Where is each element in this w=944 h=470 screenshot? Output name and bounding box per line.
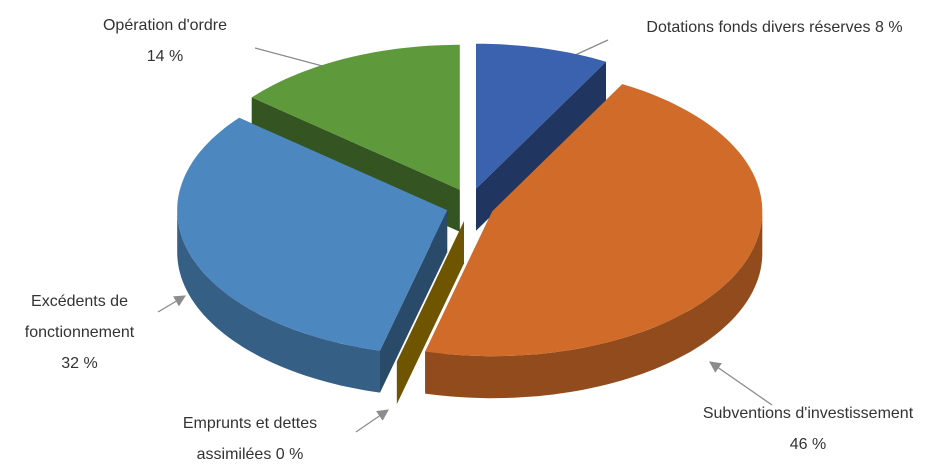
- slice-side: [177, 210, 380, 393]
- value-label: 46 %: [789, 436, 827, 453]
- category-label: Excédents de fonctionnement: [24, 293, 135, 341]
- slice: [396, 221, 464, 404]
- category-label: Opération d'ordre: [102, 17, 227, 34]
- slice: [476, 43, 606, 231]
- slice-label: Emprunts et dettes assimilées 0 %: [165, 408, 335, 470]
- value-label: 8 %: [874, 19, 903, 36]
- slice: [177, 117, 448, 393]
- slice-wall: [380, 210, 448, 393]
- category-label: Subventions d'investissement: [702, 405, 914, 422]
- slice-wall: [396, 221, 464, 404]
- slice-label: Opération d'ordre 14 %: [65, 10, 265, 72]
- value-label: 32 %: [61, 355, 98, 372]
- slice-top: [476, 43, 606, 189]
- category-label: Dotations fonds divers réserves: [646, 19, 871, 36]
- slice-top: [425, 84, 763, 357]
- slice-side: [425, 211, 763, 399]
- slice-wall: [476, 61, 606, 231]
- slice-label: Excédents de fonctionnement 32 %: [2, 286, 157, 379]
- value-label: 0 %: [275, 446, 304, 463]
- leader-line: [709, 361, 773, 406]
- slice-top: [251, 44, 460, 190]
- slice-label: Subventions d'investissement 46 %: [672, 398, 944, 460]
- slice-top: [177, 117, 448, 351]
- leader-line: [157, 295, 187, 313]
- leader-line: [355, 409, 389, 433]
- slice: [425, 84, 763, 399]
- slice-label: Dotations fonds divers réserves 8 %: [605, 12, 944, 43]
- value-label: 14 %: [146, 48, 184, 65]
- category-label: Emprunts et dettes assimilées: [182, 415, 318, 463]
